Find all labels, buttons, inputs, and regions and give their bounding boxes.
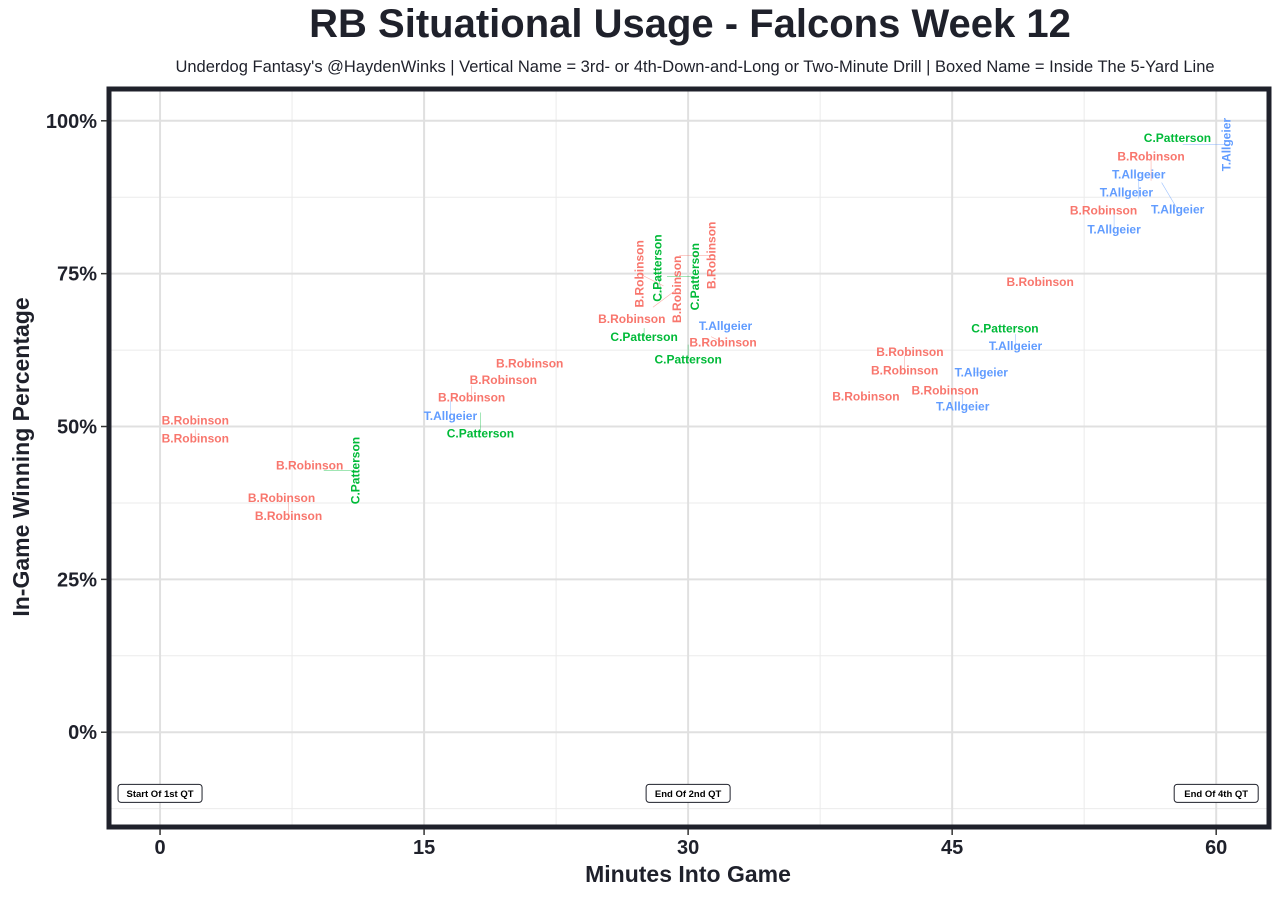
annotation-box xyxy=(1173,783,1259,803)
point-label-b-robinson: B.Robinson xyxy=(871,364,938,378)
point-label-t-allgeier: T.Allgeier xyxy=(1087,222,1141,236)
point-label-t-allgeier: T.Allgeier xyxy=(424,409,478,423)
point-label-c-patterson: C.Patterson xyxy=(654,353,721,367)
annotation-label: End Of 4th QT xyxy=(1173,783,1259,803)
point-label-c-patterson: C.Patterson xyxy=(651,234,665,301)
point-label-b-robinson: B.Robinson xyxy=(689,336,756,350)
axes: 0 15 30 45 60 0% 25% 50% 75% 100% xyxy=(46,111,1227,859)
point-label-c-patterson: C.Patterson xyxy=(688,243,702,310)
point-label-b-robinson: B.Robinson xyxy=(1117,150,1184,164)
point-label-t-allgeier: T.Allgeier xyxy=(699,319,753,333)
leader-line xyxy=(1161,182,1178,210)
x-axis-label: Minutes Into Game xyxy=(585,861,791,887)
point-label-t-allgeier: T.Allgeier xyxy=(955,366,1009,380)
annotation-text: Start Of 1st QT xyxy=(127,789,194,800)
grid xyxy=(109,89,1269,827)
annotation-text: End Of 2nd QT xyxy=(655,789,722,800)
annotations: Start Of 1st QT End Of 2nd QT End Of 4th Q… xyxy=(117,783,1259,803)
point-label-c-patterson: C.Patterson xyxy=(447,426,514,440)
point-label-c-patterson: C.Patterson xyxy=(971,322,1038,336)
point-label-c-patterson: C.Patterson xyxy=(1144,131,1211,145)
y-tick-label: 0% xyxy=(68,722,97,744)
y-tick-label: 100% xyxy=(46,111,97,133)
leader-line xyxy=(710,336,724,343)
point-label-t-allgeier: T.Allgeier xyxy=(1100,185,1154,199)
point-label-b-robinson: B.Robinson xyxy=(832,390,899,404)
y-tick-label: 50% xyxy=(57,417,97,439)
x-tick-label: 0 xyxy=(154,837,165,859)
point-label-b-robinson: B.Robinson xyxy=(276,459,343,473)
point-labels: B.Robinson B.Robinson B.Robinson B.Robinson… xyxy=(162,118,1234,523)
point-label-b-robinson: B.Robinson xyxy=(248,491,315,505)
point-label-t-allgeier: T.Allgeier xyxy=(1151,203,1205,217)
annotation-box xyxy=(645,783,731,803)
label-leader-lines xyxy=(194,144,1227,517)
point-label-b-robinson: B.Robinson xyxy=(911,383,978,397)
point-label-b-robinson: B.Robinson xyxy=(1070,204,1137,218)
plot-border xyxy=(106,86,1272,830)
annotation-label: End Of 2nd QT xyxy=(645,783,731,803)
y-axis-label: In-Game Winning Percentage xyxy=(8,297,34,616)
x-tick-label: 45 xyxy=(941,837,963,859)
x-tick-label: 15 xyxy=(413,837,435,859)
annotation-text: End Of 4th QT xyxy=(1184,789,1248,800)
y-tick-label: 25% xyxy=(57,569,97,591)
point-label-b-robinson: B.Robinson xyxy=(632,240,646,307)
leader-line xyxy=(657,268,663,299)
point-label-b-robinson: B.Robinson xyxy=(704,222,718,289)
x-tick-label: 60 xyxy=(1205,837,1227,859)
point-label-b-robinson: B.Robinson xyxy=(470,373,537,387)
point-label-b-robinson: B.Robinson xyxy=(162,413,229,427)
leader-line xyxy=(639,273,664,287)
point-label-t-allgeier: T.Allgeier xyxy=(1112,167,1166,181)
point-label-b-robinson: B.Robinson xyxy=(876,345,943,359)
x-tick-label: 30 xyxy=(677,837,699,859)
point-label-b-robinson: B.Robinson xyxy=(438,391,505,405)
point-label-b-robinson: B.Robinson xyxy=(670,256,684,323)
leader-line xyxy=(652,289,678,308)
point-label-t-allgeier: T.Allgeier xyxy=(1220,118,1234,172)
point-label-c-patterson: C.Patterson xyxy=(349,437,363,504)
chart-subtitle: Underdog Fantasy's @HaydenWinks | Vertic… xyxy=(175,58,1215,76)
point-label-b-robinson: B.Robinson xyxy=(255,509,322,523)
point-label-b-robinson: B.Robinson xyxy=(496,357,563,371)
point-label-t-allgeier: T.Allgeier xyxy=(989,339,1043,353)
annotation-label: Start Of 1st QT xyxy=(117,783,203,803)
point-label-t-allgeier: T.Allgeier xyxy=(936,400,990,414)
point-label-c-patterson: C.Patterson xyxy=(610,330,677,344)
point-label-b-robinson: B.Robinson xyxy=(598,312,665,326)
annotation-box xyxy=(117,783,203,803)
chart-title: RB Situational Usage - Falcons Week 12 xyxy=(309,2,1071,46)
y-tick-label: 75% xyxy=(57,264,97,286)
point-label-b-robinson: B.Robinson xyxy=(162,432,229,446)
point-label-b-robinson: B.Robinson xyxy=(1007,275,1074,289)
